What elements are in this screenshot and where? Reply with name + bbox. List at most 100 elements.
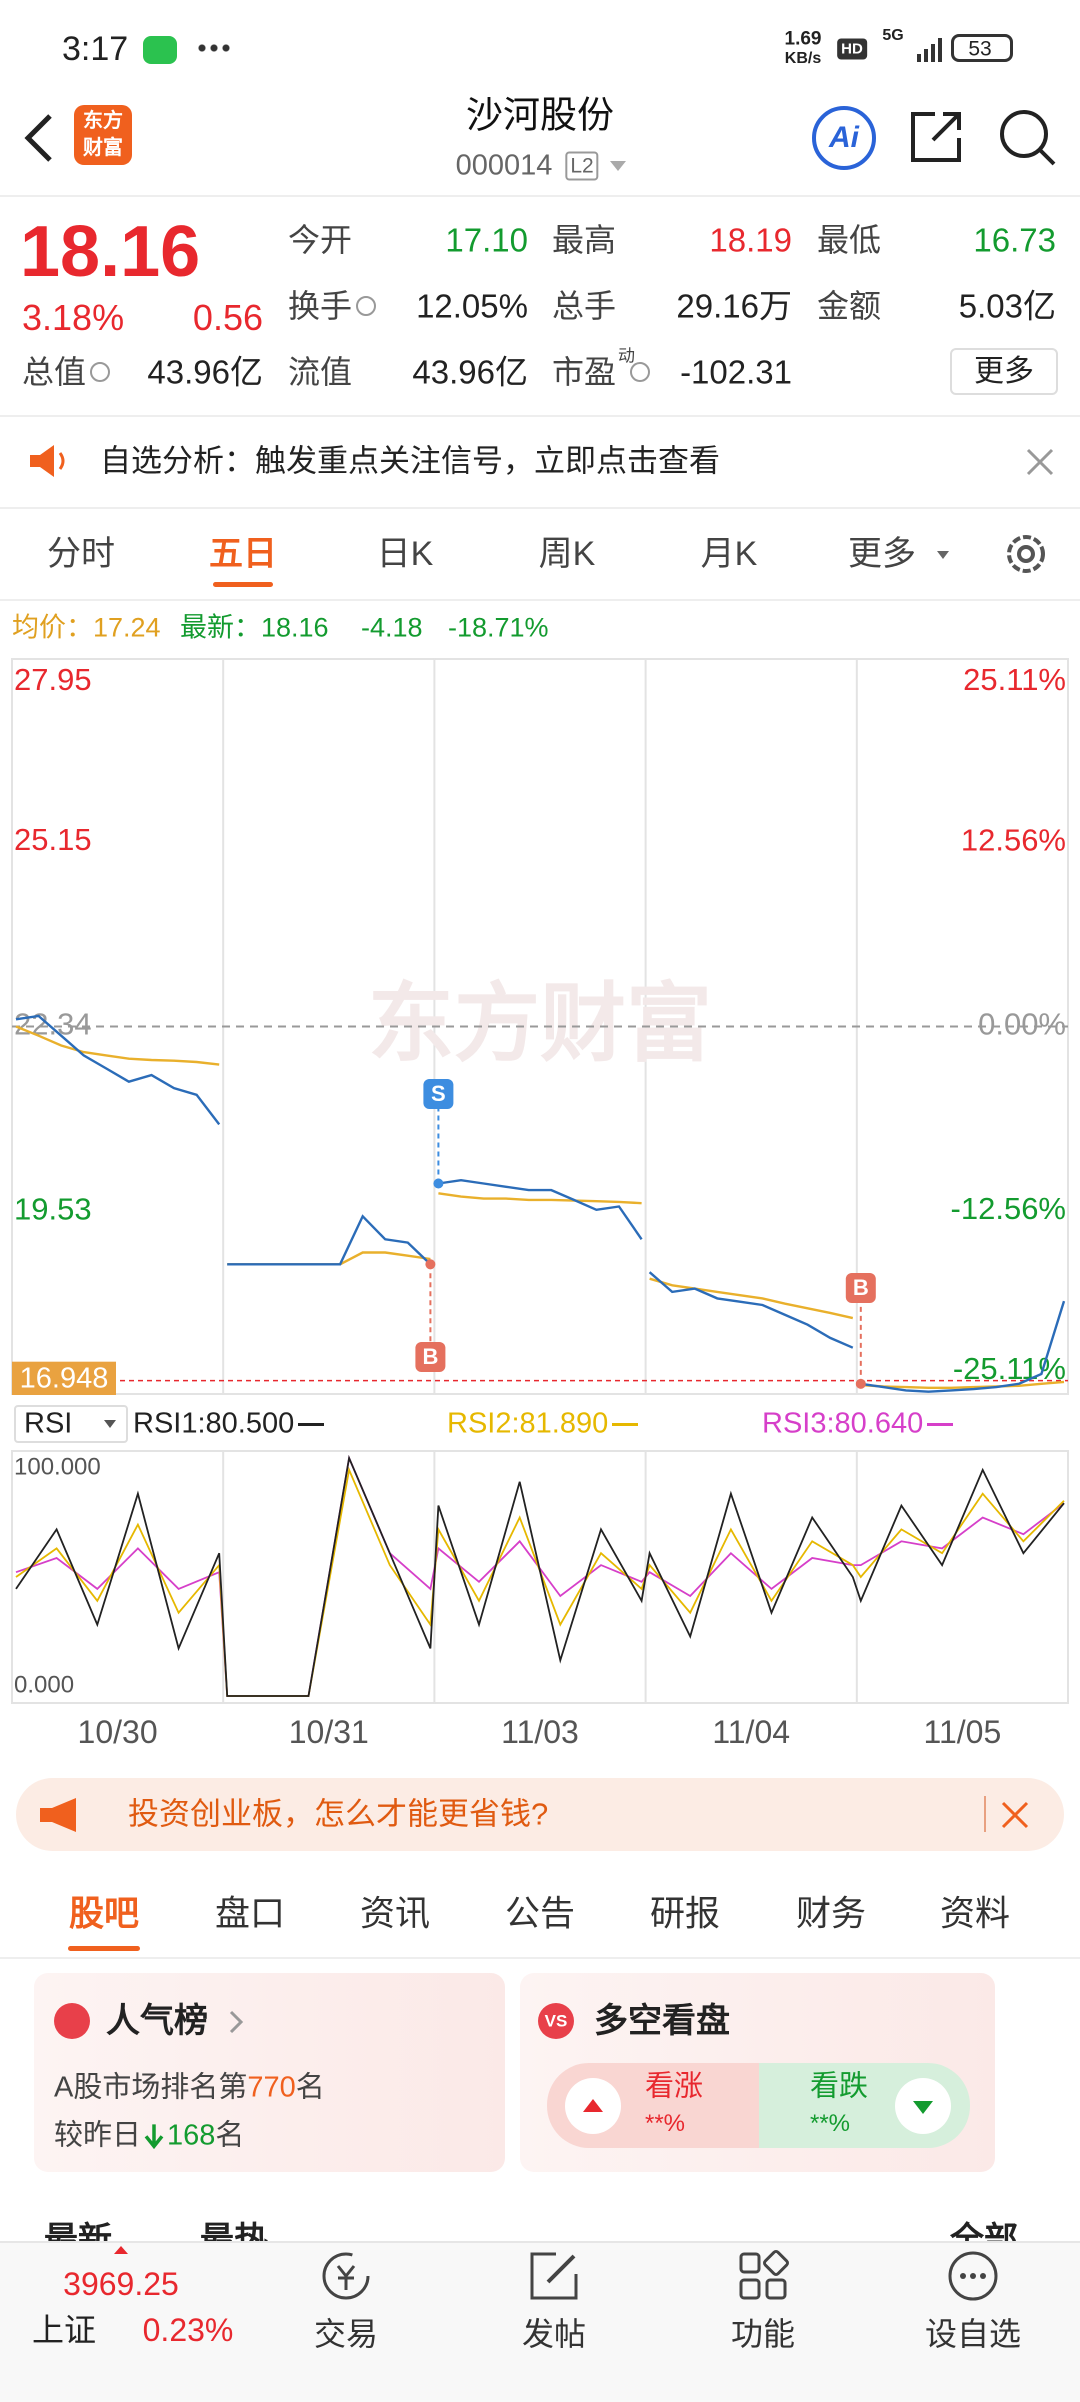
field-label: 金额 bbox=[817, 288, 882, 324]
vs-icon bbox=[538, 2003, 574, 2039]
indicator-select[interactable] bbox=[14, 1405, 128, 1443]
chart-tab[interactable]: 月K bbox=[700, 535, 758, 573]
rank-value: 770 bbox=[247, 2071, 296, 2104]
content-tab[interactable]: 公告 bbox=[504, 1894, 576, 1934]
content-tab[interactable]: 盘口 bbox=[214, 1894, 286, 1934]
ad-banner[interactable] bbox=[16, 1778, 1064, 1851]
more-label[interactable]: 更多 bbox=[974, 355, 1034, 388]
card-title: 人气榜 bbox=[106, 2002, 208, 2040]
nav-item[interactable]: 交易 bbox=[313, 2316, 379, 2352]
trade-marker-label: B bbox=[853, 1275, 869, 1300]
close-ad[interactable] bbox=[1000, 1800, 1030, 1830]
field-sup: 动 bbox=[618, 346, 635, 366]
rsi-line bbox=[15, 1454, 1065, 1697]
five-day-change: -4.18 bbox=[361, 612, 423, 643]
battery bbox=[951, 34, 1013, 62]
notice-text[interactable]: 自选分析：触发重点关注信号，立即点击查看 bbox=[100, 443, 720, 479]
chart-tab[interactable]: 周K bbox=[538, 535, 596, 573]
y2-tick-label: 25.11% bbox=[963, 662, 1066, 697]
info-icon bbox=[356, 296, 376, 316]
stock-name: 沙河股份 bbox=[466, 94, 614, 136]
field-value: -102.31 bbox=[680, 353, 792, 391]
x-tick-label: 11/05 bbox=[923, 1714, 1002, 1750]
up-arrow bbox=[114, 2246, 128, 2254]
feed-tab[interactable]: 全部 bbox=[950, 2221, 1018, 2241]
rsi-line bbox=[15, 1454, 1065, 1697]
content-tab[interactable]: 研报 bbox=[649, 1894, 721, 1934]
price-line bbox=[648, 1271, 854, 1349]
battery-level: 53 bbox=[968, 37, 992, 61]
feed-tab[interactable]: 最热 bbox=[200, 2221, 268, 2241]
bull-label: 看涨 bbox=[645, 2070, 704, 2103]
feed-tab[interactable]: 最新 bbox=[44, 2221, 112, 2241]
more-dots bbox=[196, 44, 230, 52]
ad-text[interactable]: 投资创业板，怎么才能更省钱? bbox=[128, 1796, 549, 1832]
nav-item[interactable]: 设自选 bbox=[924, 2316, 1022, 2352]
dropdown-arrow bbox=[937, 551, 949, 559]
x-tick-label: 10/30 bbox=[77, 1714, 158, 1750]
ad-icon bbox=[40, 1798, 76, 1832]
chart-tab[interactable]: 五日 bbox=[209, 535, 277, 573]
x-tick-label: 11/03 bbox=[501, 1714, 579, 1750]
net-speed-unit: KB/s bbox=[784, 50, 822, 67]
share-button[interactable] bbox=[905, 106, 967, 168]
index-value[interactable]: 3969.25 bbox=[63, 2266, 179, 2302]
field-value: 43.96亿 bbox=[147, 353, 263, 391]
ai-label[interactable]: Ai bbox=[829, 121, 859, 154]
watchlist-icon[interactable] bbox=[945, 2248, 1001, 2304]
function-icon[interactable] bbox=[735, 2248, 791, 2304]
price-line bbox=[860, 1300, 1066, 1393]
trade-marker-badge bbox=[415, 1342, 446, 1372]
avg-price: 均价：17.24 bbox=[12, 612, 161, 643]
separator bbox=[984, 1796, 986, 1832]
chart-tab[interactable]: 分时 bbox=[47, 535, 115, 573]
search-button[interactable] bbox=[996, 106, 1060, 170]
logo-text: 东方 bbox=[83, 110, 123, 132]
trade-marker-badge bbox=[423, 1079, 454, 1109]
bear-button[interactable] bbox=[892, 2075, 954, 2137]
content-tab[interactable]: 财务 bbox=[795, 1894, 867, 1934]
bull-value: **% bbox=[645, 2110, 686, 2137]
legend-entry: RSI3:80.640 bbox=[762, 1407, 924, 1440]
vs-badge: VS bbox=[544, 2011, 568, 2031]
trade-marker-label: S bbox=[431, 1081, 446, 1106]
post-icon[interactable] bbox=[526, 2248, 582, 2304]
field-value: 29.16万 bbox=[676, 287, 792, 325]
settings[interactable] bbox=[1002, 530, 1050, 578]
bull-button[interactable] bbox=[562, 2075, 624, 2137]
indicator-name[interactable]: RSI bbox=[24, 1407, 73, 1440]
legend-entry: RSI2:81.890 bbox=[447, 1407, 609, 1440]
chart-tab[interactable]: 更多 bbox=[848, 535, 916, 573]
nav-item[interactable]: 发帖 bbox=[521, 2316, 587, 2352]
content-tab[interactable]: 股吧 bbox=[68, 1894, 140, 1934]
nav-item[interactable]: 功能 bbox=[730, 2316, 796, 2352]
content-tab[interactable]: 资讯 bbox=[359, 1894, 431, 1934]
ai-button[interactable] bbox=[810, 104, 878, 172]
level-badge: L2 bbox=[565, 151, 599, 181]
rsi-chart: 100.000 0.000 bbox=[11, 1450, 1069, 1704]
x-tick-label: 10/31 bbox=[288, 1714, 369, 1750]
more-button[interactable] bbox=[950, 348, 1058, 395]
back-button[interactable] bbox=[18, 112, 58, 164]
dropdown[interactable] bbox=[608, 158, 630, 174]
avg-price-line bbox=[227, 1251, 431, 1266]
field-value: 17.10 bbox=[445, 221, 528, 259]
tab-indicator bbox=[213, 582, 273, 587]
close-notice[interactable] bbox=[1024, 446, 1056, 478]
field-label: 总手 bbox=[552, 288, 617, 324]
avg-price-line bbox=[649, 1277, 854, 1320]
delta-value: 168 bbox=[167, 2119, 216, 2152]
trade-icon[interactable] bbox=[318, 2248, 374, 2304]
field-value: 43.96亿 bbox=[412, 353, 528, 391]
popularity-card[interactable] bbox=[34, 1973, 505, 2172]
index-change[interactable]: 0.23% bbox=[142, 2312, 234, 2348]
index-name[interactable]: 上证 bbox=[31, 2312, 97, 2348]
divider bbox=[0, 1957, 1080, 1959]
chart-tab[interactable]: 日K bbox=[376, 535, 434, 573]
content-tab[interactable]: 资料 bbox=[939, 1894, 1011, 1934]
y-tick-label: 19.53 bbox=[14, 1191, 92, 1226]
status-time: 3:17 bbox=[62, 30, 129, 68]
field-value: 16.73 bbox=[973, 221, 1056, 259]
speaker-icon bbox=[30, 445, 65, 477]
y-tick-label: 25.15 bbox=[14, 822, 92, 857]
